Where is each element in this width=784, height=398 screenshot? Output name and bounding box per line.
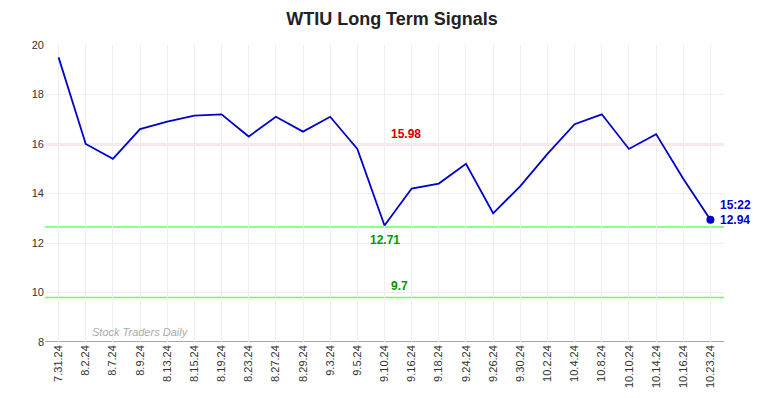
svg-text:10.10.24: 10.10.24 <box>623 345 635 388</box>
svg-text:16: 16 <box>32 138 44 150</box>
svg-text:12.71: 12.71 <box>370 233 400 247</box>
svg-text:18: 18 <box>32 88 44 100</box>
svg-text:WTIU Long Term Signals: WTIU Long Term Signals <box>286 9 498 29</box>
svg-text:9.30.24: 9.30.24 <box>514 345 526 382</box>
svg-text:9.18.24: 9.18.24 <box>432 345 444 382</box>
svg-text:14: 14 <box>32 187 44 199</box>
svg-text:15:22: 15:22 <box>720 198 751 212</box>
svg-text:Stock Traders Daily: Stock Traders Daily <box>92 326 189 338</box>
svg-text:8.29.24: 8.29.24 <box>297 345 309 382</box>
svg-text:8.27.24: 8.27.24 <box>269 345 281 382</box>
svg-text:12.94: 12.94 <box>720 213 750 227</box>
svg-text:9.3.24: 9.3.24 <box>324 345 336 376</box>
svg-text:10.16.24: 10.16.24 <box>677 345 689 388</box>
svg-text:9.5.24: 9.5.24 <box>351 345 363 376</box>
svg-text:8.15.24: 8.15.24 <box>188 345 200 382</box>
svg-text:8.13.24: 8.13.24 <box>161 345 173 382</box>
svg-text:8.9.24: 8.9.24 <box>134 345 146 376</box>
svg-text:10.14.24: 10.14.24 <box>650 345 662 388</box>
svg-text:9.16.24: 9.16.24 <box>405 345 417 382</box>
svg-text:8.23.24: 8.23.24 <box>242 345 254 382</box>
svg-text:9.26.24: 9.26.24 <box>487 345 499 382</box>
svg-text:7.31.24: 7.31.24 <box>52 345 64 382</box>
svg-text:8: 8 <box>38 336 44 348</box>
svg-text:10.4.24: 10.4.24 <box>568 345 580 382</box>
svg-text:10.2.24: 10.2.24 <box>541 345 553 382</box>
svg-text:10.8.24: 10.8.24 <box>595 345 607 382</box>
svg-text:10: 10 <box>32 286 44 298</box>
svg-text:9.24.24: 9.24.24 <box>460 345 472 382</box>
svg-text:8.7.24: 8.7.24 <box>106 345 118 376</box>
svg-text:15.98: 15.98 <box>391 127 421 141</box>
svg-text:12: 12 <box>32 237 44 249</box>
svg-text:20: 20 <box>32 39 44 51</box>
svg-text:10.23.24: 10.23.24 <box>704 345 716 388</box>
svg-text:9.10.24: 9.10.24 <box>378 345 390 382</box>
svg-text:8.19.24: 8.19.24 <box>215 345 227 382</box>
svg-text:9.7: 9.7 <box>391 279 408 293</box>
svg-text:8.2.24: 8.2.24 <box>79 345 91 376</box>
